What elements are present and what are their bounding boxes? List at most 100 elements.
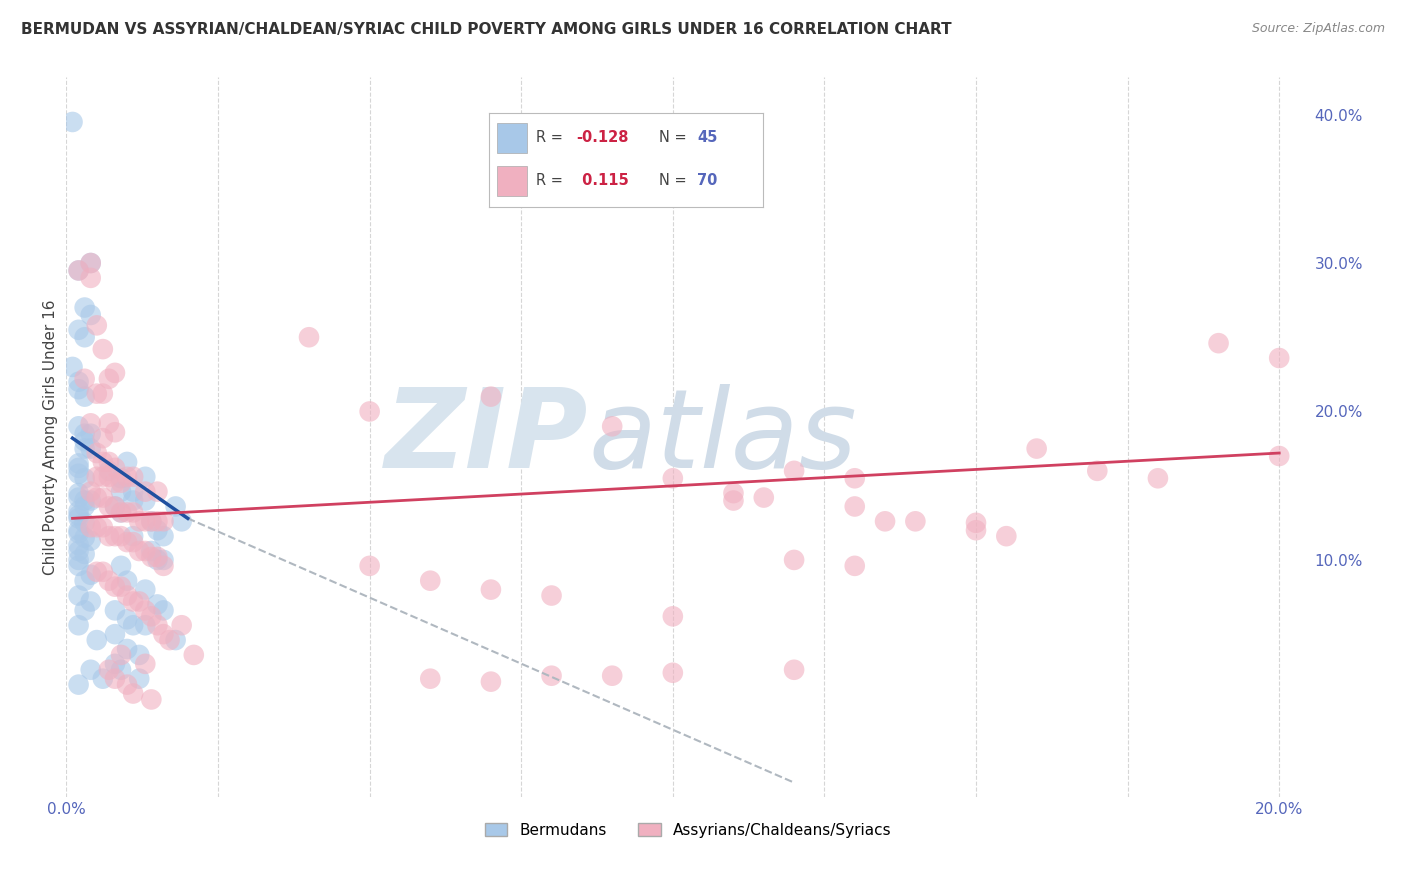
Point xyxy=(67,618,90,632)
Text: BERMUDAN VS ASSYRIAN/CHALDEAN/SYRIAC CHILD POVERTY AMONG GIRLS UNDER 16 CORRELAT: BERMUDAN VS ASSYRIAN/CHALDEAN/SYRIAC CHI… xyxy=(21,22,952,37)
Point xyxy=(80,426,103,441)
Point xyxy=(134,493,156,508)
Point xyxy=(141,514,163,528)
Point xyxy=(1085,464,1108,478)
Point xyxy=(419,574,441,588)
Point xyxy=(104,475,127,490)
Point xyxy=(115,505,138,519)
Point xyxy=(67,457,90,471)
Point xyxy=(91,520,114,534)
Point xyxy=(146,553,169,567)
Point xyxy=(141,514,163,528)
Point xyxy=(67,511,90,525)
Point xyxy=(110,529,132,543)
Point xyxy=(67,491,90,505)
Point xyxy=(115,470,138,484)
Point xyxy=(122,529,145,543)
Point xyxy=(359,558,381,573)
Point xyxy=(165,500,187,514)
Point xyxy=(110,471,132,485)
Point xyxy=(67,382,90,396)
Point xyxy=(62,115,84,129)
Legend: Bermudans, Assyrians/Chaldeans/Syriacs: Bermudans, Assyrians/Chaldeans/Syriacs xyxy=(478,816,897,844)
Point xyxy=(1208,336,1230,351)
Point xyxy=(67,467,90,481)
Point xyxy=(80,567,103,582)
Point xyxy=(134,657,156,671)
Point xyxy=(97,470,120,484)
Text: ZIP: ZIP xyxy=(385,384,589,491)
Point xyxy=(115,574,138,588)
Point xyxy=(80,533,103,548)
Point xyxy=(73,531,96,545)
Point xyxy=(73,434,96,449)
Point xyxy=(783,464,806,478)
Point xyxy=(134,582,156,597)
Point xyxy=(904,514,927,528)
Point xyxy=(146,618,169,632)
Text: atlas: atlas xyxy=(589,384,858,491)
Point xyxy=(122,618,145,632)
Point xyxy=(80,594,103,608)
Point xyxy=(67,263,90,277)
Point xyxy=(844,500,866,514)
Point xyxy=(80,256,103,270)
Point xyxy=(1268,351,1291,365)
Point xyxy=(122,686,145,700)
Point xyxy=(122,493,145,508)
Point xyxy=(67,526,90,541)
Point xyxy=(844,471,866,485)
Point xyxy=(97,574,120,588)
Point xyxy=(80,663,103,677)
Point xyxy=(723,493,745,508)
Point xyxy=(67,504,90,518)
Point xyxy=(662,609,685,624)
Point xyxy=(1268,449,1291,463)
Point xyxy=(97,529,120,543)
Point xyxy=(134,484,156,499)
Point xyxy=(146,549,169,564)
Point xyxy=(67,461,90,475)
Point xyxy=(91,672,114,686)
Point xyxy=(73,442,96,456)
Point xyxy=(73,330,96,344)
Point xyxy=(723,486,745,500)
Point xyxy=(104,672,127,686)
Point xyxy=(122,535,145,549)
Point xyxy=(128,648,150,662)
Point xyxy=(122,505,145,519)
Point xyxy=(104,580,127,594)
Point xyxy=(80,484,103,499)
Point xyxy=(479,582,502,597)
Point xyxy=(97,372,120,386)
Point xyxy=(86,318,108,333)
Point xyxy=(600,419,623,434)
Point xyxy=(141,609,163,624)
Point xyxy=(159,633,181,648)
Point xyxy=(152,558,174,573)
Point xyxy=(134,603,156,617)
Point xyxy=(662,665,685,680)
Point xyxy=(110,484,132,499)
Point xyxy=(67,419,90,434)
Point xyxy=(110,475,132,490)
Point xyxy=(134,618,156,632)
Point xyxy=(97,663,120,677)
Point xyxy=(540,589,562,603)
Point xyxy=(141,544,163,558)
Point xyxy=(115,612,138,626)
Point xyxy=(183,648,205,662)
Point xyxy=(479,390,502,404)
Point xyxy=(104,461,127,475)
Point xyxy=(783,553,806,567)
Point xyxy=(110,663,132,677)
Point xyxy=(141,692,163,706)
Point xyxy=(67,375,90,389)
Point xyxy=(67,323,90,337)
Point xyxy=(73,390,96,404)
Point xyxy=(97,455,120,469)
Point xyxy=(91,431,114,445)
Point xyxy=(73,547,96,561)
Point xyxy=(73,301,96,315)
Point xyxy=(73,471,96,485)
